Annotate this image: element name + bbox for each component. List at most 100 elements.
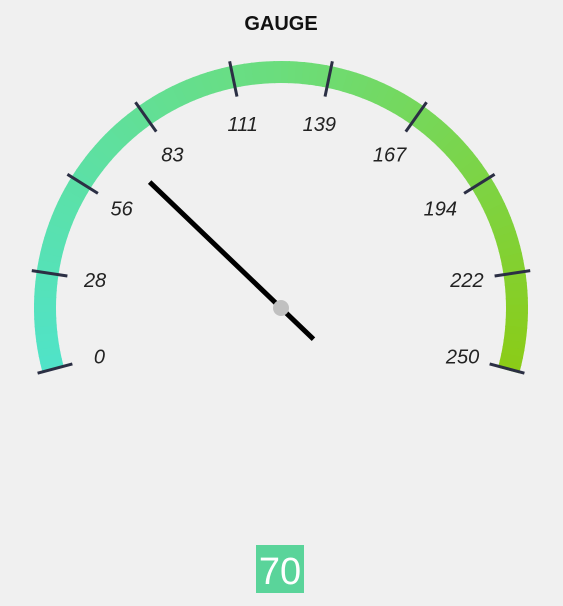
gauge-band-segment bbox=[165, 85, 183, 110]
gauge-needle-group bbox=[147, 180, 316, 341]
gauge-band-segment bbox=[54, 201, 79, 219]
gauge-band-segment bbox=[192, 74, 209, 98]
gauge-band-segment bbox=[121, 113, 143, 137]
value-readout-text: 70 bbox=[259, 551, 301, 593]
gauge-band-segment bbox=[34, 303, 57, 313]
gauge-band-segment bbox=[104, 128, 127, 151]
gauge-band-segment bbox=[392, 93, 412, 117]
gauge-band-segment bbox=[80, 156, 104, 177]
gauge-band-segment bbox=[273, 60, 283, 84]
gauge-band-segment bbox=[60, 187, 85, 206]
gauge-band-segment bbox=[348, 72, 364, 97]
gauge-band-segment bbox=[34, 310, 57, 320]
gauge-band-segment bbox=[38, 250, 63, 265]
gauge-band-segment bbox=[44, 229, 68, 245]
gauge-band-segment bbox=[481, 195, 506, 214]
gauge-band-segment bbox=[494, 230, 519, 246]
gauge-band-segment bbox=[40, 358, 64, 372]
gauge-band-segment bbox=[171, 82, 189, 107]
gauge-band-segment bbox=[398, 97, 418, 121]
gauge-band-segment bbox=[489, 216, 514, 233]
gauge-tick bbox=[37, 362, 73, 375]
gauge-band-segment bbox=[455, 151, 478, 173]
gauge-tick bbox=[134, 101, 158, 133]
gauge-tick bbox=[404, 101, 428, 133]
gauge-tick bbox=[228, 60, 239, 97]
gauge-band-segment bbox=[178, 79, 196, 104]
gauge-band-segment bbox=[281, 61, 291, 84]
gauge-tick bbox=[66, 173, 99, 195]
gauge-band-segment bbox=[505, 311, 528, 322]
gauge-band-segment bbox=[42, 236, 66, 251]
gauge-band-segment bbox=[505, 304, 528, 314]
gauge-band-segment bbox=[85, 150, 108, 172]
gauge-band-segment bbox=[467, 169, 491, 190]
gauge-tick-label: 28 bbox=[83, 270, 106, 292]
gauge-band-segment bbox=[484, 202, 509, 220]
gauge-band-segment bbox=[415, 110, 436, 133]
gauge-band-segment bbox=[431, 124, 453, 147]
gauge-band-segment bbox=[386, 89, 405, 114]
gauge-band bbox=[34, 60, 528, 374]
gauge-band-segment bbox=[127, 109, 148, 132]
gauge-band-segment bbox=[505, 289, 528, 300]
gauge-band-segment bbox=[158, 89, 177, 113]
gauge-band-segment bbox=[505, 297, 528, 307]
gauge-band-segment bbox=[355, 74, 371, 99]
gauge-band-segment bbox=[151, 92, 171, 117]
gauge-tick-label: 111 bbox=[227, 114, 257, 136]
gauge-tick bbox=[489, 362, 525, 375]
gauge-band-segment bbox=[139, 100, 159, 124]
gauge-band-segment bbox=[335, 68, 350, 92]
gauge-band-segment bbox=[499, 352, 524, 367]
gauge-band-segment bbox=[34, 317, 57, 328]
gauge-tick bbox=[463, 173, 496, 195]
gauge-band-segment bbox=[459, 157, 483, 178]
gauge-band-segment bbox=[34, 295, 57, 306]
gauge-band-segment bbox=[94, 139, 117, 161]
gauge-band-segment bbox=[99, 133, 122, 156]
gauge-band-segment bbox=[404, 101, 424, 125]
gauge-band-segment bbox=[64, 181, 88, 200]
gauge-tick-label: 167 bbox=[373, 145, 407, 167]
gauge-tick-labels: 0 28 56 83 111 139 167 194 222 250 bbox=[83, 114, 484, 369]
gauge-band-segment bbox=[426, 119, 448, 142]
gauge-band-segment bbox=[421, 114, 442, 138]
gauge-band-segment bbox=[498, 245, 523, 259]
gauge-band-segment bbox=[51, 208, 76, 225]
gauge-band-segment bbox=[72, 168, 96, 188]
gauge-band-segment bbox=[40, 243, 64, 258]
gauge-tick-label: 194 bbox=[424, 198, 457, 220]
gauge-band-segment bbox=[361, 77, 378, 102]
gauge-band-segment bbox=[463, 163, 487, 184]
gauge-needle bbox=[147, 180, 316, 341]
gauge-band-segment bbox=[213, 67, 228, 92]
gauge-band-segment bbox=[410, 105, 430, 129]
gauge-tick-label: 56 bbox=[111, 198, 134, 220]
gauge-band-segment bbox=[436, 129, 459, 152]
gauge-tick-label: 139 bbox=[303, 114, 336, 136]
gauge-band-segment bbox=[57, 194, 82, 213]
gauge-band-segment bbox=[492, 223, 517, 239]
gauge-band-segment bbox=[501, 346, 525, 359]
gauge-band-segment bbox=[504, 282, 528, 293]
gauge-band-segment bbox=[446, 140, 469, 162]
gauge-band-segment bbox=[450, 145, 474, 167]
gauge-band-segment bbox=[368, 80, 385, 104]
gauge-band-segment bbox=[185, 76, 202, 101]
gauge-tick bbox=[31, 269, 68, 278]
gauge-tick bbox=[494, 269, 531, 278]
gauge-tick-label: 0 bbox=[94, 347, 105, 369]
gauge-band-segment bbox=[441, 134, 464, 157]
gauge-needle-pivot bbox=[273, 300, 289, 316]
gauge-band-segment bbox=[110, 123, 132, 146]
gauge-band-segment bbox=[206, 69, 222, 94]
gauge-tick-label: 250 bbox=[445, 347, 479, 369]
gauge-band-segment bbox=[48, 215, 73, 232]
gauge-band-segment bbox=[115, 118, 137, 141]
gauge-band-segment bbox=[265, 61, 276, 84]
gauge-band-segment bbox=[145, 96, 165, 120]
gauge-band-segment bbox=[471, 176, 495, 195]
gauge-band-segment bbox=[478, 189, 502, 208]
